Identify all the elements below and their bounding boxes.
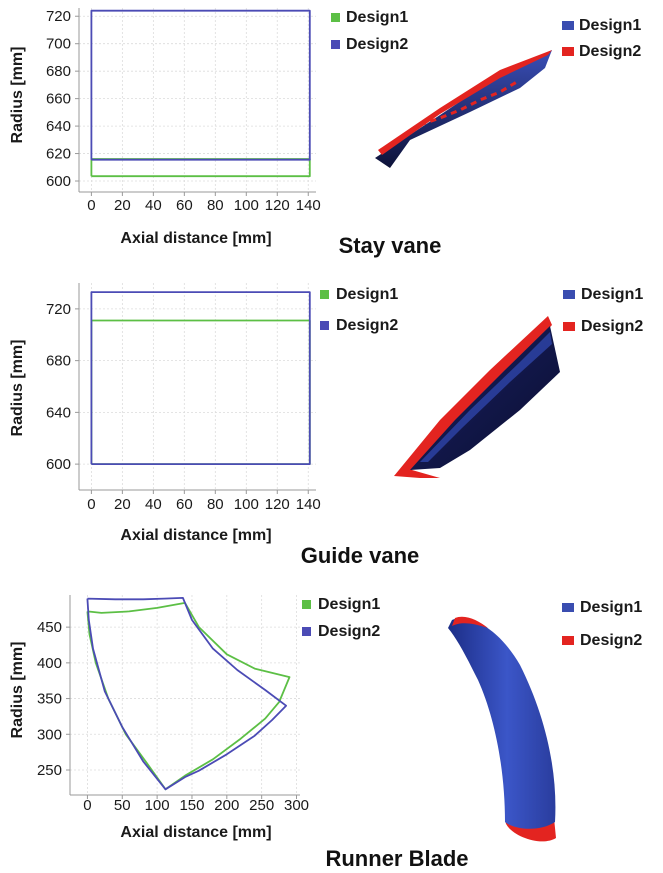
guide-vane-xlabel: Axial distance [mm] — [120, 527, 271, 544]
runner-blade-render-design1-blade — [448, 618, 556, 829]
guide-vane-render-legend-design1-swatch — [563, 290, 575, 299]
runner-blade-render-legend-design2-swatch — [562, 636, 574, 645]
stay-vane-xtick-120: 120 — [265, 197, 290, 214]
guide-vane-render-design1-edge — [394, 316, 552, 478]
runner-blade-xtick-200: 200 — [214, 797, 239, 814]
guide-vane-ticks: 0 20 40 60 80 100 120 140 600 640 680 720 — [46, 301, 321, 513]
guide-vane-render-highlight — [420, 332, 552, 462]
guide-vane-legend-design1-swatch — [320, 290, 329, 299]
runner-blade-ytick-450: 450 — [37, 619, 62, 636]
guide-vane-ylabel: Radius [mm] — [9, 340, 26, 437]
runner-blade-xtick-100: 100 — [145, 797, 170, 814]
guide-vane-xtick-80: 80 — [207, 496, 224, 513]
stay-vane-series — [90, 9, 311, 178]
guide-vane-xtick-0: 0 — [87, 496, 95, 513]
runner-blade-xtick-50: 50 — [114, 797, 131, 814]
stay-vane-render-design1-edge — [378, 50, 552, 155]
stay-vane-render: Design1 Design2 — [375, 17, 641, 168]
stay-vane-xtick-60: 60 — [176, 197, 193, 214]
runner-blade-grid — [70, 595, 300, 795]
stay-vane-xtick-80: 80 — [207, 197, 224, 214]
guide-vane-xtick-20: 20 — [114, 496, 131, 513]
stay-vane-series-design2 — [90, 9, 311, 161]
stay-vane-xtick-0: 0 — [87, 197, 95, 214]
guide-vane-ytick-600: 600 — [46, 456, 71, 473]
runner-blade-xtick-0: 0 — [83, 797, 91, 814]
runner-blade-series-design1 — [86, 602, 291, 791]
stay-vane-render-legend-design1: Design1 — [579, 17, 641, 34]
guide-vane-xtick-140: 140 — [296, 496, 321, 513]
stay-vane-legend-design1-swatch — [331, 13, 340, 22]
stay-vane-xlabel: Axial distance [mm] — [120, 230, 271, 247]
runner-blade-render-legend-design1-swatch — [562, 603, 574, 612]
guide-vane-ytick-720: 720 — [46, 301, 71, 318]
guide-vane-legend-design1: Design1 — [336, 286, 398, 303]
runner-blade-chart: 0 50 100 150 200 250 300 250 300 350 400 450 Axial … — [9, 595, 469, 871]
runner-blade-xtick-250: 250 — [249, 797, 274, 814]
stay-vane-ytick-720: 720 — [46, 8, 71, 25]
runner-blade-xtick-150: 150 — [179, 797, 204, 814]
runner-blade-render-legend-design1: Design1 — [580, 599, 642, 616]
runner-blade-ytick-350: 350 — [37, 691, 62, 708]
runner-blade-render-legend-design2: Design2 — [580, 632, 642, 649]
stay-vane-legend-design1: Design1 — [346, 9, 408, 26]
stay-vane-ytick-680: 680 — [46, 63, 71, 80]
stay-vane-xtick-40: 40 — [145, 197, 162, 214]
runner-blade-legend-design2: Design2 — [318, 623, 380, 640]
runner-blade-ytick-250: 250 — [37, 762, 62, 779]
stay-vane-ytick-700: 700 — [46, 36, 71, 53]
stay-vane-ytick-600: 600 — [46, 173, 71, 190]
guide-vane-ytick-680: 680 — [46, 353, 71, 370]
guide-vane-series — [90, 291, 311, 466]
runner-blade-ticks: 0 50 100 150 200 250 300 250 300 350 400 450 — [37, 619, 309, 814]
guide-vane-render-legend-design2-swatch — [563, 322, 575, 331]
stay-vane-render-legend-design1-swatch — [562, 21, 574, 30]
stay-vane-title: Stay vane — [339, 233, 442, 258]
guide-vane-grid — [79, 283, 316, 490]
guide-vane-series-design2 — [90, 291, 311, 466]
stay-vane-render-legend-design2-swatch — [562, 47, 574, 56]
stay-vane-chart: 0 20 40 60 80 100 120 140600620640660680700720 … — [9, 8, 441, 258]
runner-blade-title: Runner Blade — [325, 846, 468, 871]
guide-vane-xtick-60: 60 — [176, 496, 193, 513]
stay-vane-render-hatch — [419, 78, 521, 127]
runner-blade-ytick-300: 300 — [37, 726, 62, 743]
runner-blade-series — [86, 597, 291, 791]
guide-vane-render: Design1 Design2 — [394, 286, 643, 478]
runner-blade-ylabel: Radius [mm] — [9, 642, 26, 739]
runner-blade-render: Design1 Design2 — [448, 599, 642, 842]
guide-vane-xtick-120: 120 — [265, 496, 290, 513]
stay-vane-xtick-140: 140 — [296, 197, 321, 214]
runner-blade-legend-design1: Design1 — [318, 596, 380, 613]
stay-vane-ylabel: Radius [mm] — [9, 47, 26, 144]
runner-blade-series-design2 — [86, 597, 288, 791]
guide-vane-render-legend-design2: Design2 — [581, 318, 643, 335]
runner-blade-ytick-400: 400 — [37, 655, 62, 672]
guide-vane-render-legend-design1: Design1 — [581, 286, 643, 303]
stay-vane-ytick-620: 620 — [46, 146, 71, 163]
stay-vane-render-legend-design2: Design2 — [579, 43, 641, 60]
guide-vane-legend-design2-swatch — [320, 321, 329, 330]
runner-blade-legend-design2-swatch — [302, 627, 311, 636]
stay-vane-legend-design2: Design2 — [346, 36, 408, 53]
guide-vane-legend-design2: Design2 — [336, 317, 398, 334]
stay-vane-xtick-20: 20 — [114, 197, 131, 214]
guide-vane-title: Guide vane — [301, 543, 420, 568]
stay-vane-ticks: 0 20 40 60 80 100 120 140 600 620 640 660 680 700 720 — [46, 8, 321, 214]
stay-vane-ytick-660: 660 — [46, 91, 71, 108]
stay-vane-ytick-640: 640 — [46, 118, 71, 135]
stay-vane-grid — [79, 8, 316, 192]
stay-vane-legend-design2-swatch — [331, 40, 340, 49]
guide-vane-xtick-40: 40 — [145, 496, 162, 513]
runner-blade-legend-design1-swatch — [302, 600, 311, 609]
guide-vane-xtick-100: 100 — [234, 496, 259, 513]
guide-vane-chart: 0 20 40 60 80 100 120 140 600 640 680 720 Axial dis… — [9, 283, 419, 568]
stay-vane-xtick-100: 100 — [234, 197, 259, 214]
runner-blade-xlabel: Axial distance [mm] — [120, 824, 271, 841]
guide-vane-ytick-640: 640 — [46, 404, 71, 421]
runner-blade-render-edge — [452, 616, 488, 628]
runner-blade-xtick-300: 300 — [284, 797, 309, 814]
